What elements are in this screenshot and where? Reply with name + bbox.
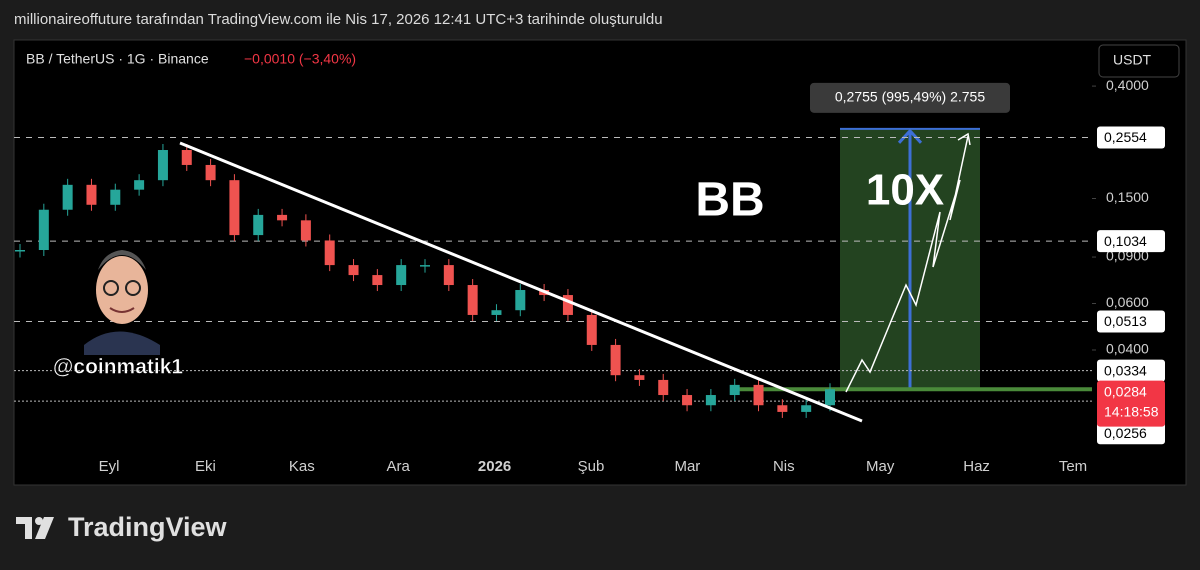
candle xyxy=(15,250,25,252)
logo-icon xyxy=(16,517,54,539)
candle xyxy=(134,180,145,190)
handle: @coinmatik1 xyxy=(53,356,184,379)
candle xyxy=(229,180,240,236)
projection-path xyxy=(845,135,969,393)
candle xyxy=(634,375,645,380)
candle xyxy=(753,384,764,406)
price-label-box xyxy=(1097,422,1165,445)
price-label: 0,1034 xyxy=(1104,233,1147,249)
candle xyxy=(181,150,192,165)
price-label-box xyxy=(1097,126,1165,149)
x-tick-label: 2026 xyxy=(478,458,511,475)
x-tick-label: May xyxy=(866,458,895,475)
bb-label: BB xyxy=(695,174,764,227)
x-tick-label: Haz xyxy=(963,458,990,475)
countdown: 14:18:58 xyxy=(1104,403,1159,419)
candle xyxy=(610,344,621,376)
x-tick-label: Eyl xyxy=(99,458,120,475)
y-tick-label: 0,0600 xyxy=(1106,294,1149,310)
logo-text: TradingView xyxy=(68,512,228,542)
x-tick-label: Mar xyxy=(674,458,700,475)
candle xyxy=(396,265,407,286)
candle xyxy=(825,389,835,406)
candle xyxy=(62,184,73,210)
currency[interactable]: USDT xyxy=(1113,52,1152,68)
candle xyxy=(253,214,264,236)
x-tick-label: Şub xyxy=(578,458,605,475)
caption: millionaireoffuture tarafından TradingVi… xyxy=(14,11,663,28)
candle xyxy=(562,295,573,315)
price-label-box xyxy=(1097,230,1165,253)
candle xyxy=(86,184,97,205)
candle xyxy=(777,405,788,412)
ten-x: 10X xyxy=(866,166,944,215)
candle xyxy=(586,314,597,345)
target-arrowhead xyxy=(897,128,923,144)
candle xyxy=(705,395,716,406)
x-tick-label: Eki xyxy=(195,458,216,475)
trend-line xyxy=(179,141,863,423)
candle xyxy=(682,395,693,406)
y-tick-label: 0,1500 xyxy=(1106,189,1149,205)
candle xyxy=(491,310,502,315)
chart-panel xyxy=(13,39,1187,486)
candle xyxy=(467,285,478,315)
change: −0,0010 (−3,40%) xyxy=(244,51,356,67)
x-tick-label: Nis xyxy=(773,458,795,475)
current-price-label: 0,0284 xyxy=(1104,383,1147,399)
price-label: 0,0256 xyxy=(1104,425,1147,441)
y-tick-label: 0,4000 xyxy=(1106,77,1149,93)
price-label: 0,0513 xyxy=(1104,313,1147,329)
target-label: 0,2755 (995,49%) 2.755 xyxy=(835,89,985,105)
x-tick-label: Tem xyxy=(1059,458,1087,475)
candle xyxy=(372,275,383,286)
candle xyxy=(729,384,740,396)
target-label-box xyxy=(810,82,1010,113)
y-tick-label: 0,0400 xyxy=(1106,341,1149,357)
price-label-box xyxy=(1097,310,1165,333)
candle xyxy=(348,265,359,276)
price-label-box xyxy=(1097,359,1165,382)
candle xyxy=(515,290,526,311)
x-tick-label: Kas xyxy=(289,458,315,475)
projection-arrow xyxy=(957,132,971,146)
x-tick-label: Ara xyxy=(387,458,411,475)
candle xyxy=(110,189,121,205)
candle xyxy=(300,220,311,241)
current-price-box xyxy=(1097,380,1165,427)
candle xyxy=(277,214,288,221)
candle xyxy=(205,164,216,181)
candle xyxy=(801,405,812,412)
price-label: 0,0334 xyxy=(1104,362,1147,378)
candle xyxy=(324,240,335,266)
candle xyxy=(420,265,430,267)
candle xyxy=(157,150,168,181)
candle xyxy=(38,209,49,251)
candle xyxy=(658,379,669,396)
symbol: BB / TetherUS · 1G · Binance xyxy=(26,51,209,67)
candle xyxy=(443,265,454,286)
avatar xyxy=(84,250,160,355)
price-label: 0,2554 xyxy=(1104,129,1147,145)
currency-button[interactable] xyxy=(1098,44,1180,78)
